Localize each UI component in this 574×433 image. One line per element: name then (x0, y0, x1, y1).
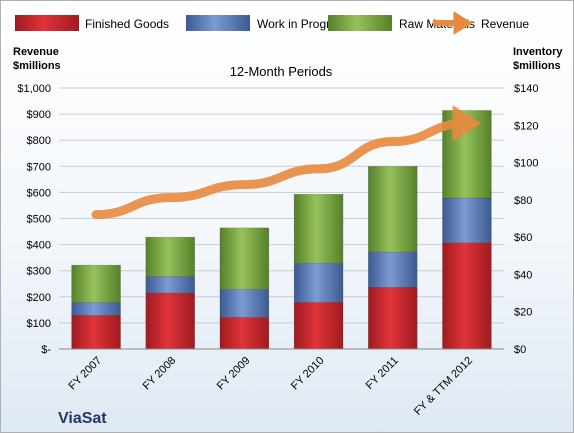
bar-raw-materials (71, 264, 121, 303)
x-tick-label: FY & TTM 2012 (412, 355, 475, 418)
right-tick-label: $140 (514, 83, 538, 95)
legend: Finished Goods Work in Progress Raw Mate… (15, 11, 529, 35)
company-name: ViaSat (58, 410, 107, 427)
bar-work-in-progress (145, 275, 196, 294)
bar-raw-materials (293, 193, 344, 264)
left-tick-label: $1,000 (17, 83, 51, 95)
x-tick-label: FY 2010 (289, 355, 327, 393)
bar-finished-goods (71, 315, 121, 350)
legend-label-revenue: Revenue (481, 17, 529, 31)
x-tick-label: FY 2007 (66, 355, 104, 393)
legend-swatch-finished-goods (15, 15, 79, 31)
legend-label-finished-goods: Finished Goods (85, 17, 169, 31)
bar-work-in-progress (71, 302, 121, 316)
bar-work-in-progress (293, 262, 344, 303)
right-tick-label: $0 (514, 344, 526, 356)
x-tick-label: FY 2008 (141, 355, 179, 393)
left-tick-label: $300 (27, 266, 51, 278)
right-tick-label: $40 (514, 269, 532, 281)
chart-subtitle: 12-Month Periods (230, 64, 333, 79)
left-tick-label: $700 (27, 161, 51, 173)
left-tick-label: $400 (27, 240, 51, 252)
left-tick-label: $600 (27, 187, 51, 199)
bar-work-in-progress (219, 289, 270, 318)
left-tick-label: $900 (27, 109, 51, 121)
left-tick-label: $- (41, 344, 51, 356)
left-tick-label: $500 (27, 214, 51, 226)
legend-swatch-raw-materials (328, 15, 392, 31)
left-tick-label: $100 (27, 318, 51, 330)
bar-raw-materials (367, 166, 418, 253)
right-axis-ticks: $0 $20 $40 $60 $80 $100 $120 $140 (514, 83, 538, 356)
gridlines (59, 87, 504, 324)
right-tick-label: $20 (514, 307, 532, 319)
x-tick-label: FY 2009 (215, 355, 253, 393)
bar-finished-goods (442, 242, 492, 350)
bar-raw-materials (145, 236, 196, 277)
right-axis-title-line2: $millions (513, 60, 561, 72)
right-axis-title-line1: Inventory (513, 46, 563, 58)
revenue-line-path (91, 105, 482, 220)
x-tick-label: FY 2011 (364, 355, 401, 392)
revenue-line (91, 105, 482, 220)
legend-label-work-in-progress: Work in Progress (257, 17, 349, 31)
left-tick-label: $200 (27, 292, 51, 304)
bar-finished-goods (293, 302, 344, 350)
left-axis-title-line1: Revenue (13, 46, 59, 58)
bar-finished-goods (367, 287, 418, 350)
left-axis-ticks: $- $100 $200 $300 $400 $500 $600 $700 $800 $900 $1… (17, 83, 51, 356)
legend-swatch-work-in-progress (186, 15, 250, 31)
bars (71, 110, 492, 350)
bar-work-in-progress (442, 197, 492, 244)
right-tick-label: $120 (514, 120, 538, 132)
right-tick-label: $60 (514, 232, 532, 244)
left-tick-label: $800 (27, 135, 51, 147)
left-axis-title-line2: $millions (13, 60, 61, 72)
bar-finished-goods (145, 292, 196, 350)
bar-raw-materials (219, 227, 270, 290)
right-tick-label: $80 (514, 195, 532, 207)
right-tick-label: $100 (514, 158, 538, 170)
bar-finished-goods (219, 317, 270, 350)
x-axis-labels: FY 2007 FY 2008 FY 2009 FY 2010 FY 2011 FY & … (66, 355, 475, 418)
bar-work-in-progress (367, 251, 418, 288)
